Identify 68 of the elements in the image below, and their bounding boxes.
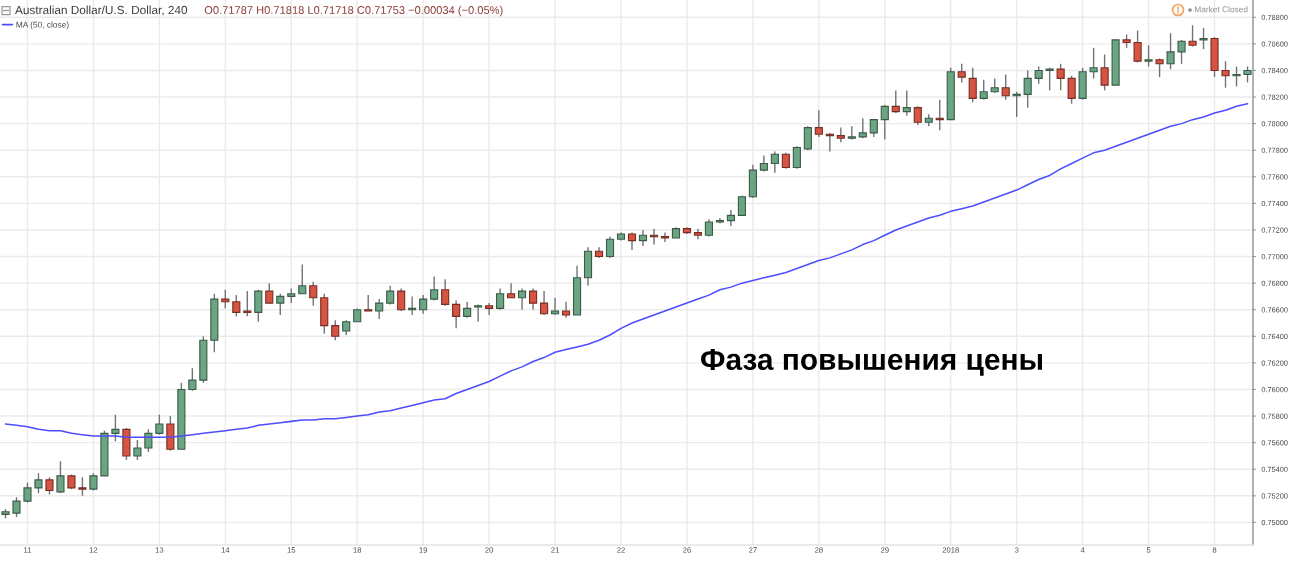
candlestick <box>419 294 428 315</box>
candlestick <box>34 472 43 494</box>
candlestick <box>133 439 142 461</box>
candlestick <box>1188 24 1197 48</box>
candlestick <box>638 229 648 247</box>
candlestick <box>496 287 505 311</box>
candlestick <box>375 298 384 320</box>
candlestick <box>770 150 779 174</box>
candlestick <box>1001 73 1010 101</box>
annotation: Фаза повышения цены <box>701 349 1042 376</box>
candlestick <box>660 231 670 243</box>
candlestick <box>737 194 746 217</box>
candlestick <box>539 290 549 316</box>
candlestick <box>1056 63 1065 92</box>
chart-subtitle: O0.71787 H0.71818 L0.71718 C0.71753 −0.00034 (−0.05%) <box>204 5 503 17</box>
legend-label: MA (50, close) <box>16 21 69 30</box>
candlestick <box>452 299 461 330</box>
candlestick <box>298 263 307 295</box>
candlestick <box>550 297 560 316</box>
candlestick <box>12 496 21 518</box>
candlestick <box>474 303 483 323</box>
candlestick <box>232 294 241 318</box>
candlestick <box>243 290 252 318</box>
candlestick <box>111 414 120 443</box>
candlestick <box>265 282 274 304</box>
candlestick <box>1089 47 1098 80</box>
candlestick <box>254 289 263 323</box>
candlestick <box>78 476 87 497</box>
candlestick <box>726 209 735 227</box>
candlestick <box>891 89 900 114</box>
candlestick <box>1221 60 1230 89</box>
candlestick <box>605 235 615 259</box>
candlestick <box>979 79 988 101</box>
candlestick <box>792 145 801 170</box>
candlestick <box>331 319 340 341</box>
candlestick <box>1067 75 1076 105</box>
candlestick <box>561 301 571 319</box>
candlestick <box>518 287 527 311</box>
candlestick <box>1155 57 1164 78</box>
candlestick <box>968 67 977 104</box>
candlestick <box>913 105 922 126</box>
candlestick <box>397 287 406 312</box>
candlestick <box>814 109 823 138</box>
candlestick <box>441 278 450 307</box>
candlestick <box>1199 27 1208 50</box>
candlestick <box>56 460 65 494</box>
candlestick <box>847 125 856 141</box>
candlestick <box>957 63 966 84</box>
candlestick <box>1166 32 1175 70</box>
candlestick <box>1144 44 1153 68</box>
chart-title: Australian Dollar/U.S. Dollar, 240 <box>15 5 188 16</box>
candlestick <box>1232 65 1241 88</box>
candlestick <box>485 302 494 316</box>
candlestick <box>880 104 889 141</box>
candlestick <box>155 414 164 436</box>
candlestick <box>276 293 285 316</box>
annotation: Market Closed <box>1194 6 1248 13</box>
candlestick <box>836 126 845 143</box>
candlestick <box>221 289 230 310</box>
candlestick <box>507 282 516 299</box>
candlestick <box>309 281 318 307</box>
candlestick <box>902 89 911 117</box>
candlestick <box>1100 53 1109 92</box>
candlestick <box>1133 29 1142 64</box>
candlestick <box>1023 69 1032 109</box>
candlestick <box>188 367 197 392</box>
candlestick <box>1177 39 1186 65</box>
candlestick <box>529 287 538 311</box>
